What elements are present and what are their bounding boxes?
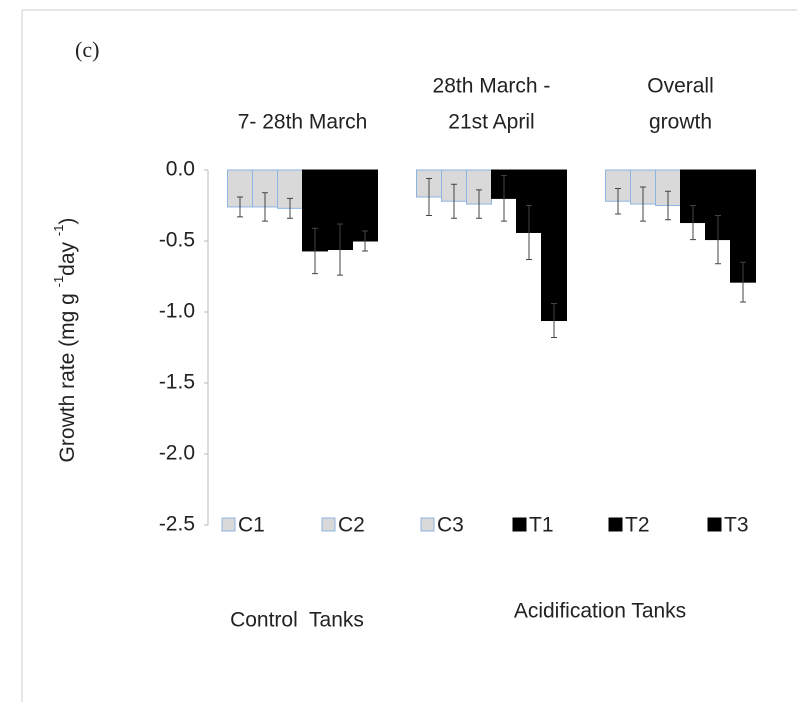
category-label: 7- 28th March [238, 111, 368, 134]
y-axis-label: Growth rate (mg g -1day -1) [51, 218, 78, 463]
legend-label: C1 [238, 514, 265, 537]
error-bar [640, 186, 646, 222]
error-bar [476, 189, 482, 219]
legend-swatch [608, 517, 623, 532]
legend-label: T3 [724, 514, 749, 537]
y-tick-label: -2.0 [159, 442, 195, 465]
bar [352, 169, 378, 242]
error-bar [740, 261, 746, 303]
y-tick-label: -1.0 [159, 300, 195, 323]
error-bar [715, 214, 721, 265]
legend-swatch [512, 517, 527, 532]
error-bar [426, 178, 432, 216]
legend-swatch [221, 517, 236, 532]
legend-swatch [707, 517, 722, 532]
category-label: growth [649, 111, 712, 134]
y-tick-label: 0.0 [166, 158, 195, 181]
error-bar [337, 223, 343, 276]
error-bar [551, 302, 557, 339]
bar [541, 169, 567, 322]
y-tick-label: -1.5 [159, 371, 195, 394]
legend-label: C2 [338, 514, 365, 537]
legend-label: C3 [437, 514, 464, 537]
legend-swatch [321, 517, 336, 532]
annotation: Control Tanks [230, 609, 364, 632]
panel-label: (c) [75, 37, 99, 62]
error-bar [501, 175, 507, 222]
error-bar [451, 183, 457, 219]
legend-label: T1 [529, 514, 554, 537]
error-bar [690, 205, 696, 241]
error-bar [362, 230, 368, 252]
error-bar [262, 192, 268, 222]
category-label: 21st April [448, 111, 534, 134]
error-bar [287, 197, 293, 219]
y-label-sup: -1 [51, 225, 66, 237]
y-label-part: Growth rate (mg g [56, 287, 79, 462]
y-tick-label: -2.5 [159, 513, 195, 536]
legend-swatch [420, 517, 435, 532]
error-bar [237, 196, 243, 218]
legend-label: T2 [625, 514, 650, 537]
error-bar [665, 190, 671, 221]
category-label: Overall [647, 75, 714, 98]
y-label-part: day [56, 236, 79, 276]
error-bar [312, 227, 318, 275]
error-bar [526, 205, 532, 260]
annotation: Acidification Tanks [514, 600, 686, 623]
y-label-part: ) [56, 218, 79, 225]
error-bar [615, 187, 621, 215]
category-label: 28th March - [433, 75, 551, 98]
y-label-sup: -1 [51, 276, 66, 288]
y-tick-label: -0.5 [159, 229, 195, 252]
